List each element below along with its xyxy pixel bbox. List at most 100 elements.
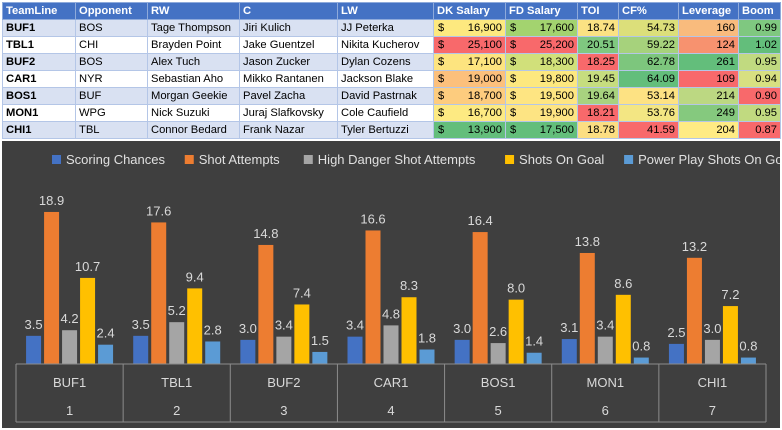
cell-rw: Connor Bedard <box>147 121 240 139</box>
cell-opponent: BUF <box>75 87 148 105</box>
bar <box>347 336 363 364</box>
bar <box>561 339 577 364</box>
cell-dk-salary: $16,900 <box>433 19 506 37</box>
cell-boom: 0.90 <box>738 87 781 105</box>
cell-cf-pct: 53.76 <box>618 104 679 122</box>
header-toi: TOI <box>577 2 619 20</box>
category-index-label: 5 <box>495 403 502 418</box>
salary-value: 13,900 <box>467 124 502 136</box>
cell-c: Jake Guentzel <box>239 36 338 54</box>
cell-cf-pct: 59.22 <box>618 36 679 54</box>
data-label: 16.6 <box>360 211 385 226</box>
legend-swatch <box>624 155 634 164</box>
currency-symbol: $ <box>510 56 517 68</box>
header-dk-salary: DK Salary <box>433 2 506 20</box>
cell-dk-salary: $16,700 <box>433 104 506 122</box>
header-cf-pct: CF% <box>618 2 679 20</box>
data-label: 5.2 <box>168 303 186 318</box>
cell-cf-pct: 53.14 <box>618 87 679 105</box>
cell-boom: 0.95 <box>738 53 781 71</box>
dfs-lines-table-container: TeamLine Opponent RW C LW DK Salary FD S… <box>2 2 781 139</box>
cell-dk-salary: $13,900 <box>433 121 506 139</box>
cell-toi: 19.64 <box>577 87 619 105</box>
cell-boom: 0.99 <box>738 19 781 37</box>
cell-boom: 0.95 <box>738 104 781 122</box>
bar <box>472 232 488 364</box>
data-label: 13.8 <box>575 234 600 249</box>
bar <box>615 294 631 364</box>
dfs-lines-table: TeamLine Opponent RW C LW DK Salary FD S… <box>2 2 781 139</box>
bar <box>80 277 96 364</box>
bar <box>365 230 381 364</box>
header-c: C <box>239 2 338 20</box>
cell-leverage: 109 <box>678 70 739 88</box>
data-label: 1.5 <box>311 333 329 348</box>
bar <box>276 336 292 364</box>
grouped-bar-chart: Scoring Chances Shot Attempts High Danger … <box>15 152 780 423</box>
salary-value: 17,600 <box>539 22 574 34</box>
cell-opponent: BOS <box>75 19 148 37</box>
salary-value: 17,100 <box>467 56 502 68</box>
legend-swatch <box>184 155 194 164</box>
legend-swatch <box>505 155 515 164</box>
data-label: 1.4 <box>525 334 543 349</box>
bar <box>633 357 649 364</box>
cell-c: Mikko Rantanen <box>239 70 338 88</box>
bar <box>668 343 684 364</box>
cell-fd-salary: $17,600 <box>505 19 578 37</box>
bar <box>98 344 114 364</box>
cell-boom: 0.87 <box>738 121 781 139</box>
bar <box>401 297 417 364</box>
currency-symbol: $ <box>510 90 517 102</box>
category-index-label: 3 <box>280 403 287 418</box>
header-leverage: Leverage <box>678 2 739 20</box>
cell-rw: Brayden Point <box>147 36 240 54</box>
salary-value: 19,500 <box>539 90 574 102</box>
cell-toi: 18.78 <box>577 121 619 139</box>
cell-rw: Tage Thompson <box>147 19 240 37</box>
cell-teamline: CAR1 <box>2 70 76 88</box>
cell-toi: 18.74 <box>577 19 619 37</box>
bar <box>62 330 78 364</box>
cell-dk-salary: $25,100 <box>433 36 506 54</box>
cell-c: Jiri Kulich <box>239 19 338 37</box>
cell-cf-pct: 64.09 <box>618 70 679 88</box>
table-row: BUF1 BOS Tage Thompson Jiri Kulich JJ Peterk… <box>2 19 781 37</box>
cell-fd-salary: $19,800 <box>505 70 578 88</box>
data-label: 16.4 <box>467 213 492 228</box>
bar <box>722 306 738 364</box>
data-label: 10.7 <box>75 259 100 274</box>
cell-c: Pavel Zacha <box>239 87 338 105</box>
cell-lw: Dylan Cozens <box>337 53 434 71</box>
bar <box>258 244 274 364</box>
bar <box>240 339 256 364</box>
bar <box>383 325 399 364</box>
data-label: 4.8 <box>382 306 400 321</box>
cell-leverage: 249 <box>678 104 739 122</box>
data-label: 1.8 <box>418 331 436 346</box>
bar <box>312 351 328 364</box>
data-label: 8.0 <box>507 281 525 296</box>
data-label: 3.4 <box>596 318 614 333</box>
chart-legend: Scoring Chances Shot Attempts High Danger … <box>52 152 780 167</box>
category-label: BOS1 <box>481 375 516 390</box>
cell-leverage: 124 <box>678 36 739 54</box>
bar <box>133 335 149 364</box>
cell-toi: 18.21 <box>577 104 619 122</box>
data-label: 4.2 <box>61 311 79 326</box>
data-label: 8.3 <box>400 278 418 293</box>
legend-swatch <box>303 155 313 164</box>
cell-leverage: 214 <box>678 87 739 105</box>
bar <box>187 288 203 364</box>
bar <box>44 211 60 364</box>
category-label: CHI1 <box>698 375 728 390</box>
cell-teamline: BUF2 <box>2 53 76 71</box>
cell-boom: 1.02 <box>738 36 781 54</box>
salary-value: 18,700 <box>467 90 502 102</box>
table-row: TBL1 CHI Brayden Point Jake Guentzel Nikita … <box>2 36 781 54</box>
salary-value: 18,300 <box>539 56 574 68</box>
cell-leverage: 160 <box>678 19 739 37</box>
cell-lw: Tyler Bertuzzi <box>337 121 434 139</box>
category-index-label: 4 <box>387 403 394 418</box>
cell-dk-salary: $17,100 <box>433 53 506 71</box>
